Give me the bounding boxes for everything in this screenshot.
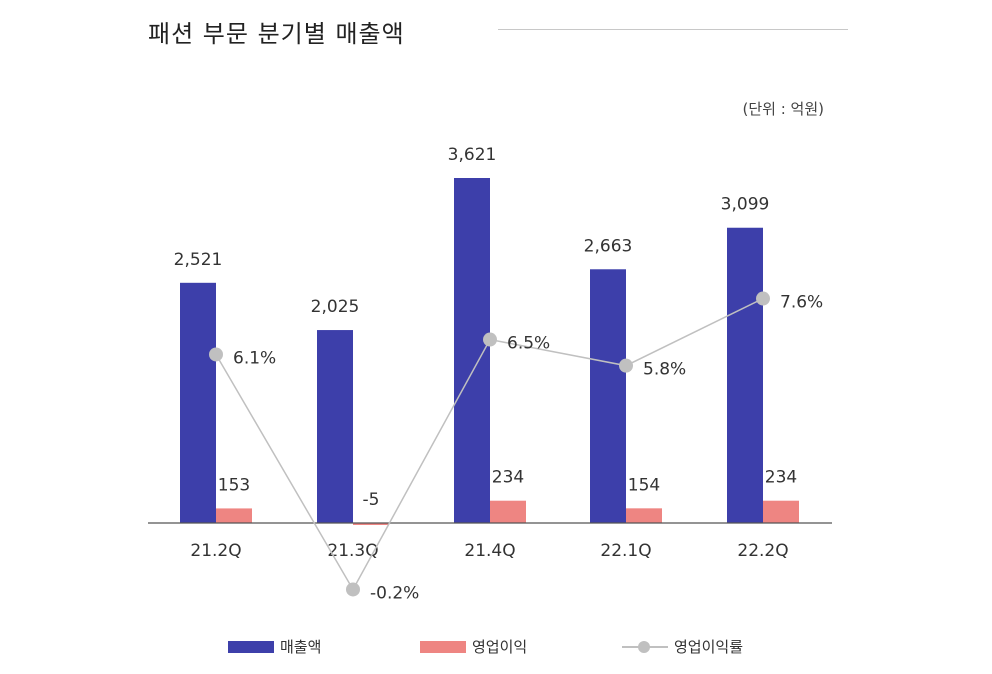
legend-label-operating-margin: 영업이익률 xyxy=(674,638,744,656)
legend-swatch-operating-profit xyxy=(420,640,466,653)
operating-margin-point xyxy=(209,347,223,362)
legend: 매출액 영업이익 영업이익률 xyxy=(0,636,992,666)
operating-margin-value-label: 6.5% xyxy=(507,334,550,354)
legend-item-operating-profit: 영업이익 xyxy=(420,636,527,657)
legend-swatch-sales xyxy=(228,640,274,653)
legend-label-sales: 매출액 xyxy=(280,638,322,656)
operating-profit-bar xyxy=(626,508,662,523)
operating-profit-value-label: 154 xyxy=(628,475,660,495)
chart-title: 패션 부문 분기별 매출액 xyxy=(148,20,405,48)
sales-bar xyxy=(317,330,353,523)
x-tick-label: 21.4Q xyxy=(464,541,515,561)
operating-profit-bar xyxy=(216,508,252,523)
operating-profit-value-label: 153 xyxy=(218,475,250,495)
sales-bar xyxy=(180,282,216,523)
sales-bar xyxy=(590,269,626,523)
legend-item-sales: 매출액 xyxy=(228,636,321,657)
x-tick-label: 22.1Q xyxy=(600,541,651,561)
operating-profit-value-label: -5 xyxy=(363,490,380,510)
operating-margin-value-label: 5.8% xyxy=(643,360,686,380)
operating-margin-point xyxy=(346,582,360,597)
operating-profit-bar xyxy=(353,523,389,525)
operating-profit-bar xyxy=(490,500,526,523)
operating-margin-value-label: 7.6% xyxy=(780,293,823,313)
legend-label-operating-profit: 영업이익 xyxy=(472,638,528,656)
operating-margin-point xyxy=(619,358,633,373)
sales-value-label: 2,521 xyxy=(174,250,223,270)
x-tick-label: 22.2Q xyxy=(737,541,788,561)
sales-value-label: 3,621 xyxy=(448,145,497,165)
sales-value-label: 3,099 xyxy=(721,195,770,215)
operating-profit-bar xyxy=(763,500,799,523)
title-divider xyxy=(498,29,848,30)
operating-margin-point xyxy=(756,291,770,306)
operating-margin-value-label: -0.2% xyxy=(370,583,419,603)
sales-value-label: 2,663 xyxy=(584,236,633,256)
x-tick-label: 21.2Q xyxy=(190,541,241,561)
legend-item-operating-margin: 영업이익률 xyxy=(622,636,743,657)
operating-margin-value-label: 6.1% xyxy=(233,348,276,368)
operating-profit-value-label: 234 xyxy=(765,468,797,488)
sales-value-label: 2,025 xyxy=(311,297,360,317)
sales-bar xyxy=(727,227,763,524)
x-tick-label: 21.3Q xyxy=(327,541,378,561)
operating-margin-point xyxy=(483,332,497,347)
chart-canvas: 2,521 153 21.2Q 2,025 -5 21.3Q 3,621 234 21.4Q 2,… xyxy=(148,145,832,603)
unit-label: (단위 : 억원) xyxy=(742,100,825,118)
operating-profit-value-label: 234 xyxy=(492,468,524,488)
legend-swatch-operating-margin xyxy=(622,640,668,653)
